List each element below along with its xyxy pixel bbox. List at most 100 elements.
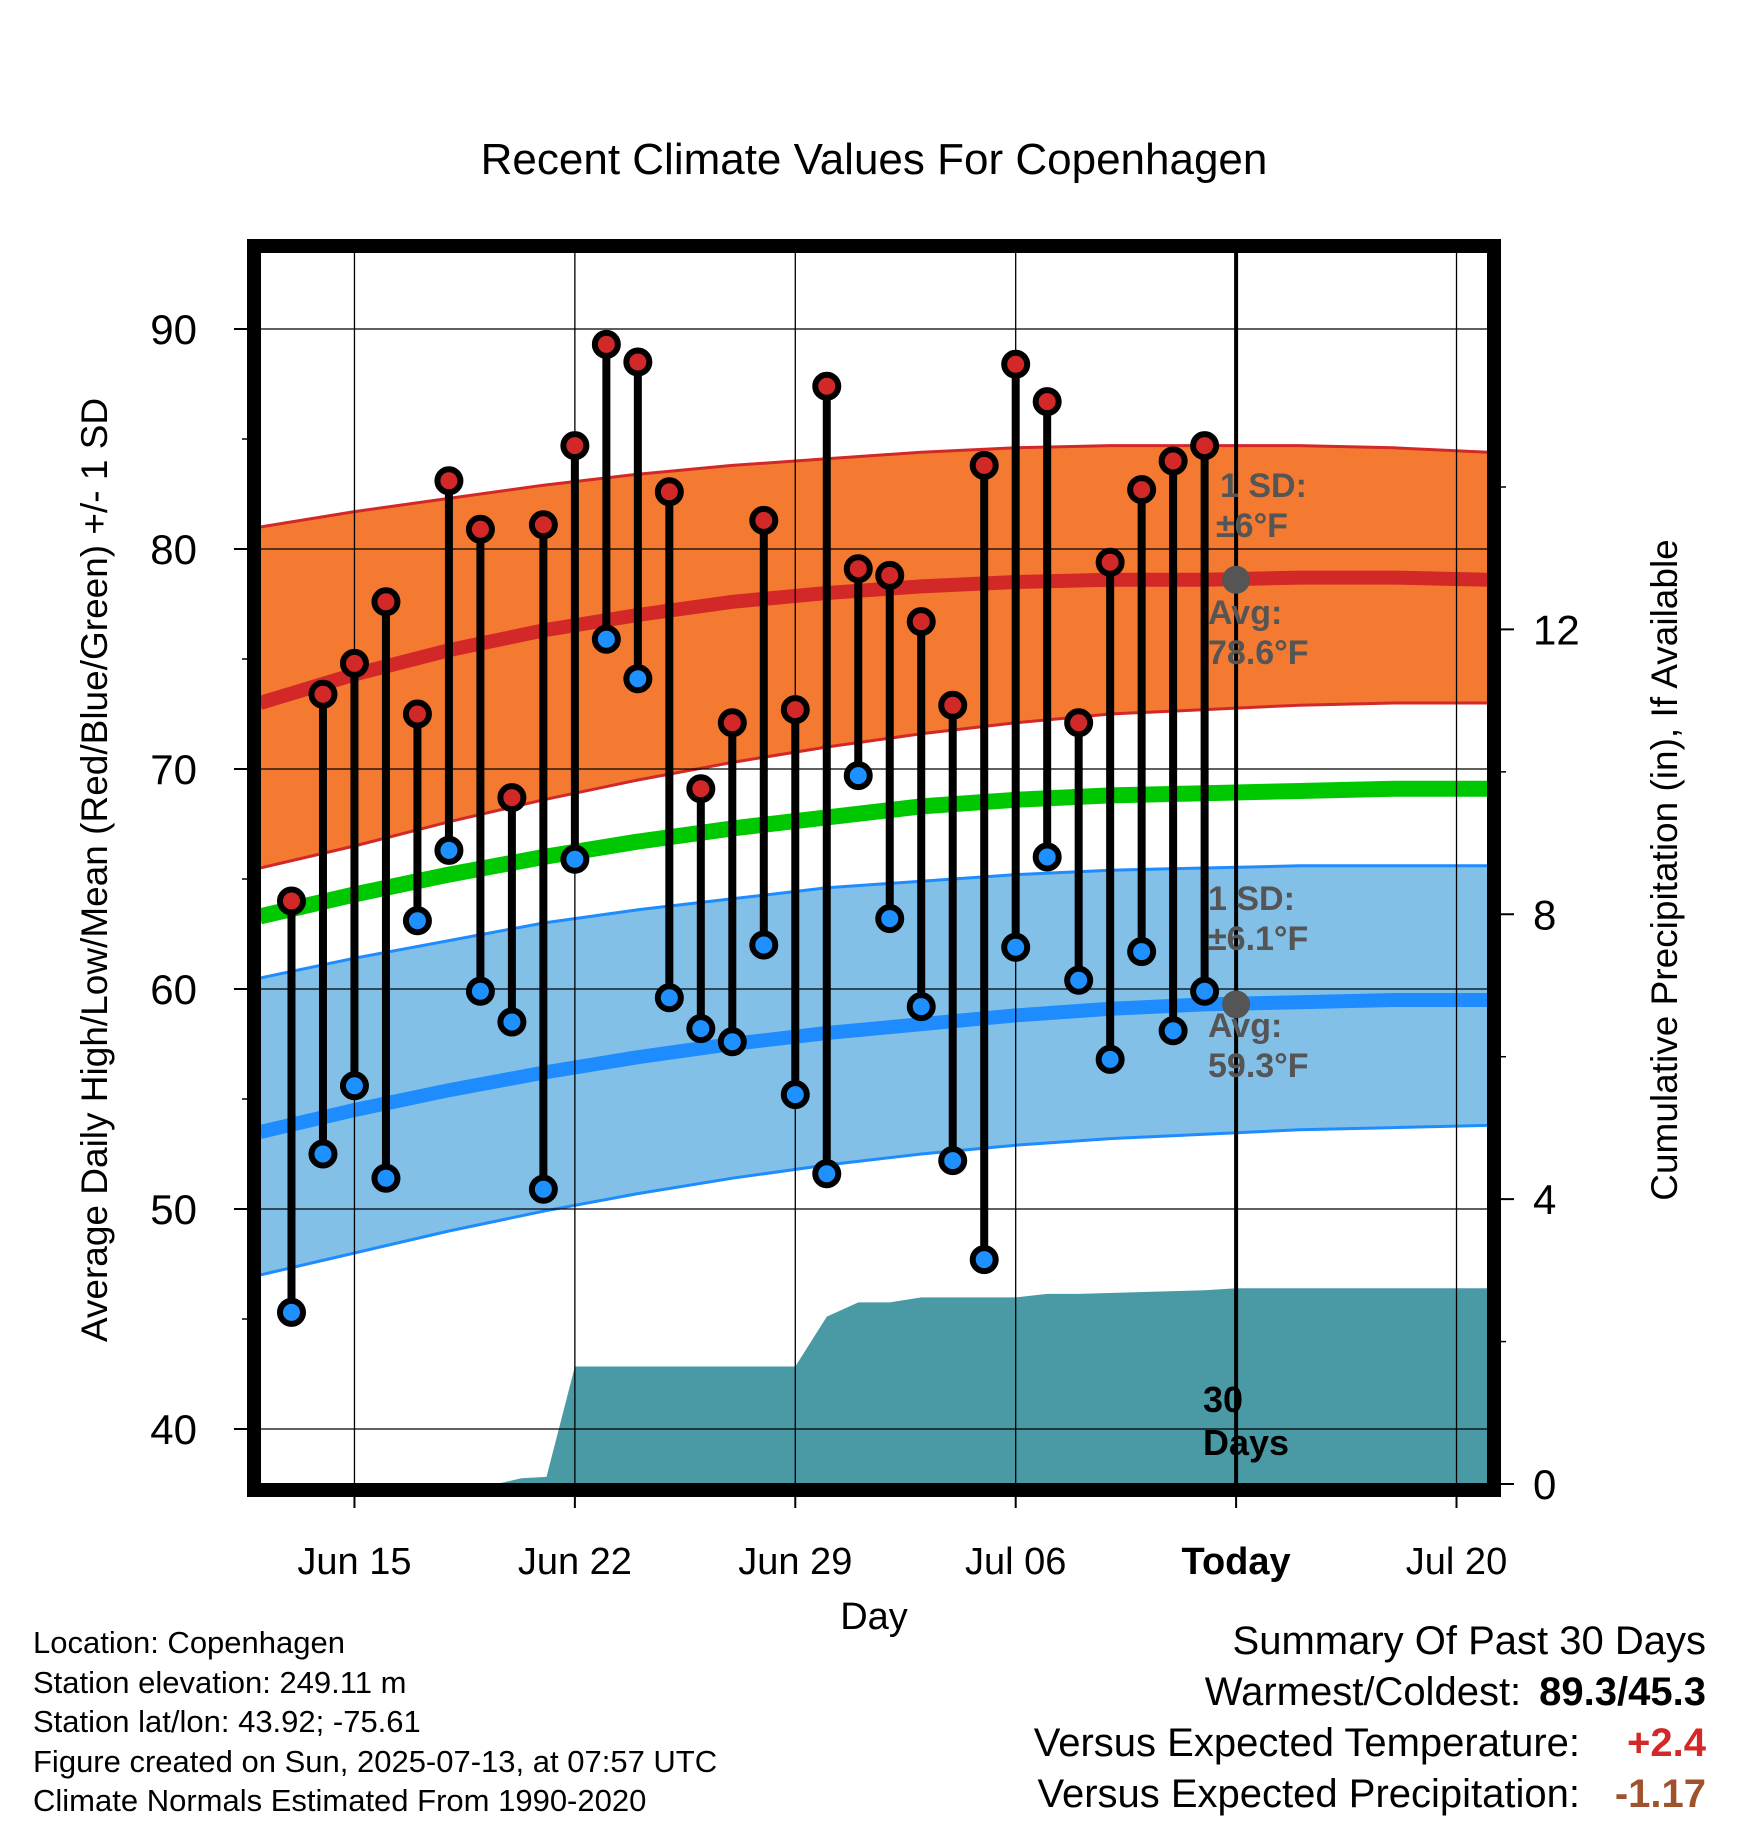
daily-low-point xyxy=(780,1080,810,1110)
daily-low-point xyxy=(1190,976,1220,1006)
daily-high-point xyxy=(308,679,338,709)
low-sd-value: ±6.1°F xyxy=(1208,920,1308,958)
normal-low-line xyxy=(260,993,1488,1139)
today-low-avg-marker xyxy=(1222,990,1251,1019)
precip-diff-label: Versus Expected Precipitation: xyxy=(1037,1772,1580,1816)
daily-high-point xyxy=(465,514,495,544)
low-sd-label: 1 SD: xyxy=(1208,880,1295,918)
latlon-text: Station lat/lon: 43.92; -75.61 xyxy=(33,1704,421,1739)
x-tick-label: Jun 29 xyxy=(738,1541,852,1583)
low-avg-label: Avg: xyxy=(1208,1007,1282,1045)
daily-high-point xyxy=(812,371,842,401)
low-sd-band-upper-edge xyxy=(260,864,1488,980)
high-sd-label: 1 SD: xyxy=(1220,467,1307,505)
y2-tick-label: 0 xyxy=(1533,1461,1556,1508)
daily-high-point xyxy=(654,477,684,507)
period-unit: Days xyxy=(1203,1422,1289,1463)
normal-high-line xyxy=(260,570,1488,710)
daily-low-point xyxy=(1158,1016,1188,1046)
location-text: Location: Copenhagen xyxy=(33,1625,345,1660)
daily-low-point xyxy=(308,1139,338,1169)
daily-low-point xyxy=(875,904,905,934)
high-sd-band xyxy=(260,445,1488,868)
y-tick-label: 40 xyxy=(150,1406,197,1453)
daily-high-point xyxy=(1190,431,1220,461)
daily-low-point xyxy=(371,1163,401,1193)
chart-title: Recent Climate Values For Copenhagen xyxy=(481,135,1268,184)
x-tick-label: Today xyxy=(1182,1541,1291,1583)
daily-high-point xyxy=(1001,349,1031,379)
daily-low-point xyxy=(717,1027,747,1057)
daily-high-point xyxy=(402,699,432,729)
daily-high-point xyxy=(875,560,905,590)
y2-axis-label: Cumulative Precipitation (in), If Availa… xyxy=(1644,539,1685,1201)
daily-high-point xyxy=(780,695,810,725)
daily-high-point xyxy=(1127,475,1157,505)
low-avg-value: 59.3°F xyxy=(1208,1047,1309,1085)
daily-high-point xyxy=(906,607,936,637)
summary-panel: Summary Of Past 30 Days Warmest/Coldest:… xyxy=(1034,1616,1706,1820)
daily-high-point xyxy=(1032,387,1062,417)
daily-high-point xyxy=(339,648,369,678)
normal-mean-line xyxy=(260,780,1488,925)
y-tick-label: 50 xyxy=(150,1186,197,1233)
daily-low-point xyxy=(654,983,684,1013)
daily-low-point xyxy=(1032,842,1062,872)
y2-tick-label: 12 xyxy=(1533,606,1580,653)
daily-high-point xyxy=(1064,708,1094,738)
x-tick-label: Jul 20 xyxy=(1406,1541,1507,1583)
daily-low-point xyxy=(749,930,779,960)
precip-diff-value: -1.17 xyxy=(1614,1772,1706,1816)
y2-tick-label: 8 xyxy=(1533,891,1556,938)
plot-inner xyxy=(260,252,1488,1484)
daily-low-point xyxy=(528,1174,558,1204)
daily-high-point xyxy=(528,510,558,540)
daily-low-point xyxy=(906,992,936,1022)
daily-high-point xyxy=(1158,446,1188,476)
elevation-text: Station elevation: 249.11 m xyxy=(33,1664,407,1700)
daily-high-point xyxy=(371,587,401,617)
daily-low-point xyxy=(591,624,621,654)
x-tick-label: Jun 22 xyxy=(518,1541,632,1583)
daily-high-point xyxy=(434,466,464,496)
y-tick-label: 80 xyxy=(150,526,197,573)
period-value: 30 xyxy=(1203,1379,1243,1420)
daily-low-point xyxy=(434,835,464,865)
precip-area xyxy=(260,1288,1488,1484)
summary-warm-cold-row: Warmest/Coldest: 89.3/45.3 xyxy=(1034,1667,1706,1718)
daily-high-point xyxy=(497,783,527,813)
temp-diff-label: Versus Expected Temperature: xyxy=(1033,1721,1580,1765)
warm-cold-value: 89.3/45.3 xyxy=(1539,1670,1706,1714)
x-tick-label: Jul 06 xyxy=(965,1541,1066,1583)
y-tick-label: 70 xyxy=(150,746,197,793)
daily-low-point xyxy=(402,906,432,936)
daily-high-point xyxy=(749,505,779,535)
high-sd-band-upper-edge xyxy=(260,444,1488,529)
daily-low-point xyxy=(497,1007,527,1037)
created-text: Figure created on Sun, 2025-07-13, at 07… xyxy=(33,1743,718,1779)
station-info: Location: Copenhagen Station elevation: … xyxy=(33,1623,717,1821)
daily-high-point xyxy=(938,690,968,720)
daily-high-point xyxy=(276,886,306,916)
summary-title: Summary Of Past 30 Days xyxy=(1232,1619,1706,1663)
summary-temp-row: Versus Expected Temperature: +2.4 xyxy=(1034,1718,1706,1769)
daily-low-point xyxy=(1095,1044,1125,1074)
plot-frame xyxy=(247,239,1501,1497)
temp-diff-value: +2.4 xyxy=(1627,1721,1706,1765)
daily-high-point xyxy=(560,431,590,461)
daily-high-point xyxy=(969,450,999,480)
low-sd-band-lower-edge xyxy=(260,1123,1488,1277)
daily-high-point xyxy=(623,347,653,377)
x-axis-label: Day xyxy=(840,1596,908,1638)
daily-low-point xyxy=(465,976,495,1006)
daily-high-point xyxy=(717,708,747,738)
today-high-avg-marker xyxy=(1222,565,1251,594)
y-tick-label: 90 xyxy=(150,306,197,353)
daily-high-point xyxy=(1095,547,1125,577)
daily-low-point xyxy=(938,1146,968,1176)
y2-tick-label: 4 xyxy=(1533,1176,1556,1223)
low-sd-band xyxy=(260,865,1488,1275)
high-avg-value: 78.6°F xyxy=(1208,634,1309,672)
